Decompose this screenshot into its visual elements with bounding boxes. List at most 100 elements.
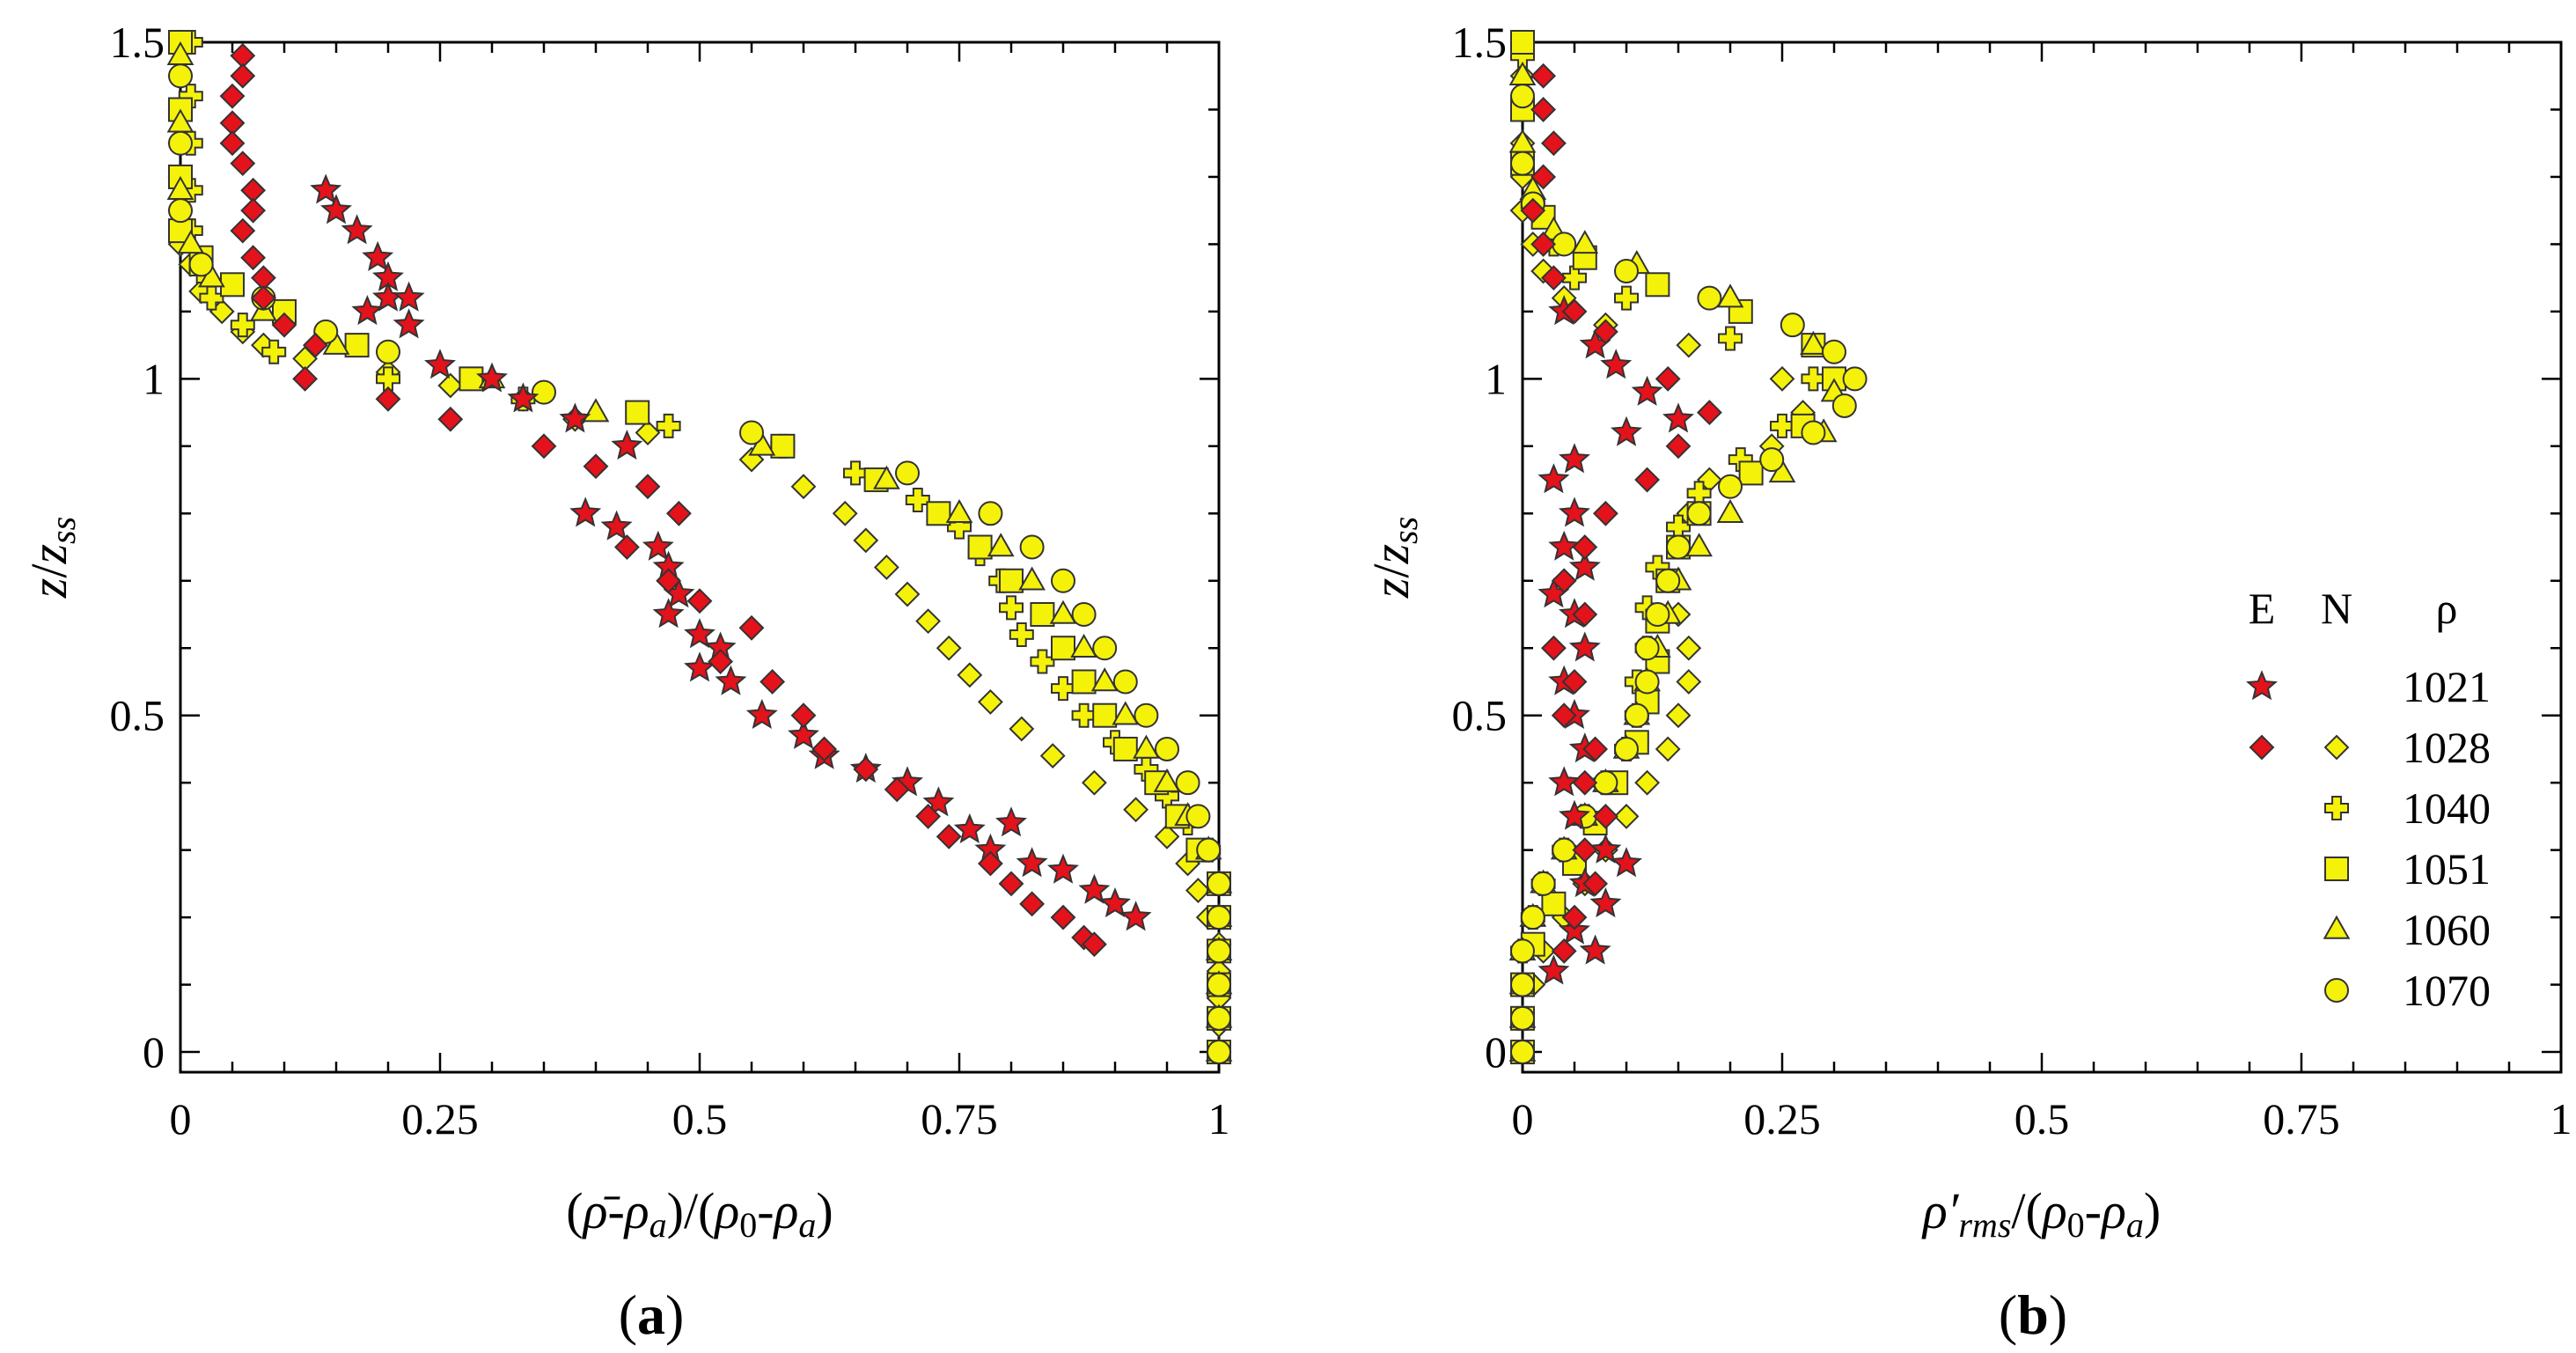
data-point-e-1021 (559, 402, 591, 433)
data-point-n-1070 (1822, 339, 1846, 364)
data-point-e-1021 (1047, 853, 1079, 884)
data-point-e-1021 (600, 510, 633, 540)
data-point-e-1028 (240, 245, 267, 271)
data-point-n-1028 (1634, 769, 1661, 796)
x-tick-label: 0 (170, 1094, 192, 1143)
data-point-e-1021 (745, 698, 778, 730)
data-point-n-1070 (168, 130, 193, 156)
data-point-e-1021 (1600, 349, 1633, 379)
data-point-n-1070 (1655, 568, 1681, 593)
data-point-n-1028 (635, 420, 661, 445)
data-point-e-1028 (760, 669, 786, 695)
data-point-e-1028 (1530, 97, 1557, 122)
data-point-e-1028 (1561, 904, 1588, 930)
data-point-e-1028 (271, 312, 297, 338)
data-point-n-1070 (1718, 474, 1743, 499)
data-point-n-1070 (1510, 1005, 1535, 1031)
data-point-n-1070 (739, 420, 764, 445)
data-point-n-1070 (1207, 905, 1231, 930)
data-point-n-1070 (1634, 669, 1660, 695)
data-point-e-1021 (684, 618, 716, 649)
panel-b-x-axis-title: ρ′rms/(ρ0-ρa) (1921, 1182, 2161, 1245)
data-point-n-1028 (1185, 878, 1211, 903)
data-point-n-1060 (1571, 230, 1599, 254)
panel-a-ticks: 0 0.25 0.5 0.75 1 0 0.5 1 1.5 (110, 18, 1230, 1143)
data-point-e-1021 (1579, 934, 1611, 965)
data-point-e-1021 (1559, 443, 1590, 474)
data-point-n-1040 (1614, 285, 1639, 311)
data-point-e-1021 (642, 530, 674, 561)
data-point-n-1070 (1842, 366, 1868, 392)
data-point-e-1028 (936, 823, 962, 849)
data-point-n-1060 (1018, 566, 1046, 591)
data-point-n-1060 (987, 533, 1015, 557)
data-point-n-1060 (582, 398, 610, 423)
data-point-n-1070 (1207, 938, 1231, 964)
data-point-n-1051 (999, 568, 1024, 593)
data-point-e-1028 (437, 406, 464, 432)
data-point-e-1028 (1530, 63, 1557, 89)
data-point-e-1028 (583, 453, 609, 480)
x-tick-label: 1 (1208, 1094, 1230, 1143)
data-point-e-1028 (1551, 938, 1577, 964)
data-point-n-1040 (1009, 621, 1034, 647)
data-point-n-1051 (1071, 669, 1097, 695)
data-point-e-1028 (1592, 500, 1618, 526)
data-point-e-1021 (310, 173, 342, 204)
legend-rho-label: 1021 (2403, 662, 2491, 711)
data-point-e-1021 (1559, 496, 1590, 527)
panel-b-label: (b) (1999, 1283, 2067, 1346)
data-point-e-1028 (1655, 365, 1681, 392)
data-point-n-1070 (1614, 736, 1639, 761)
panel-b: 0 0.25 0.5 0.75 1 0 0.5 1 1.5 ρ′rms/(ρ0-ρa) z/zs… (1362, 18, 2572, 1346)
data-point-e-1021 (1078, 873, 1111, 904)
data-point-n-1070 (188, 252, 214, 277)
data-point-n-1028 (1039, 743, 1066, 769)
data-point-e-1028 (375, 386, 401, 412)
data-point-n-1070 (978, 501, 1003, 526)
data-point-e-1028 (1561, 298, 1588, 325)
legend-rho-label: 1070 (2403, 966, 2491, 1015)
y-tick-label: 0 (143, 1027, 165, 1077)
data-point-n-1051 (220, 272, 245, 298)
legend-marker-e-1028 (2249, 734, 2275, 761)
data-point-n-1028 (1154, 823, 1180, 849)
data-point-e-1021 (393, 308, 425, 339)
data-point-n-1070 (1780, 313, 1805, 338)
data-point-e-1028 (1572, 601, 1598, 628)
data-point-e-1021 (1568, 631, 1601, 662)
data-point-n-1070 (1634, 636, 1660, 661)
data-point-n-1070 (1196, 837, 1222, 863)
data-point-e-1028 (686, 588, 713, 614)
data-point-n-1060 (1800, 330, 1827, 355)
data-point-e-1021 (1662, 402, 1694, 433)
data-point-n-1070 (1645, 602, 1670, 627)
legend-marker-n-1028 (2323, 734, 2350, 761)
data-point-n-1060 (873, 465, 900, 489)
data-point-n-1070 (1207, 1005, 1231, 1031)
data-point-e-1028 (790, 702, 817, 729)
data-point-n-1070 (1019, 534, 1045, 560)
data-point-n-1051 (1541, 891, 1567, 916)
data-point-n-1060 (1049, 599, 1077, 624)
y-tick-label: 0.5 (110, 691, 165, 740)
y-tick-label: 0.5 (1452, 691, 1508, 740)
data-point-n-1040 (905, 488, 930, 512)
data-point-n-1070 (1175, 770, 1200, 796)
y-tick-label: 1 (1485, 354, 1507, 403)
data-point-e-1028 (1572, 534, 1598, 560)
data-point-n-1040 (1051, 676, 1075, 702)
data-point-n-1060 (1090, 667, 1119, 692)
data-point-n-1040 (656, 413, 681, 438)
data-point-n-1028 (977, 688, 1003, 715)
data-point-n-1070 (1510, 972, 1535, 997)
data-point-e-1021 (1559, 799, 1590, 830)
data-point-n-1060 (1685, 533, 1713, 557)
data-point-n-1028 (894, 581, 921, 607)
data-point-n-1028 (915, 608, 942, 635)
legend-rho-label: 1060 (2403, 905, 2491, 954)
data-point-n-1040 (261, 339, 287, 364)
data-point-e-1028 (1592, 803, 1618, 829)
data-point-e-1021 (393, 281, 425, 312)
